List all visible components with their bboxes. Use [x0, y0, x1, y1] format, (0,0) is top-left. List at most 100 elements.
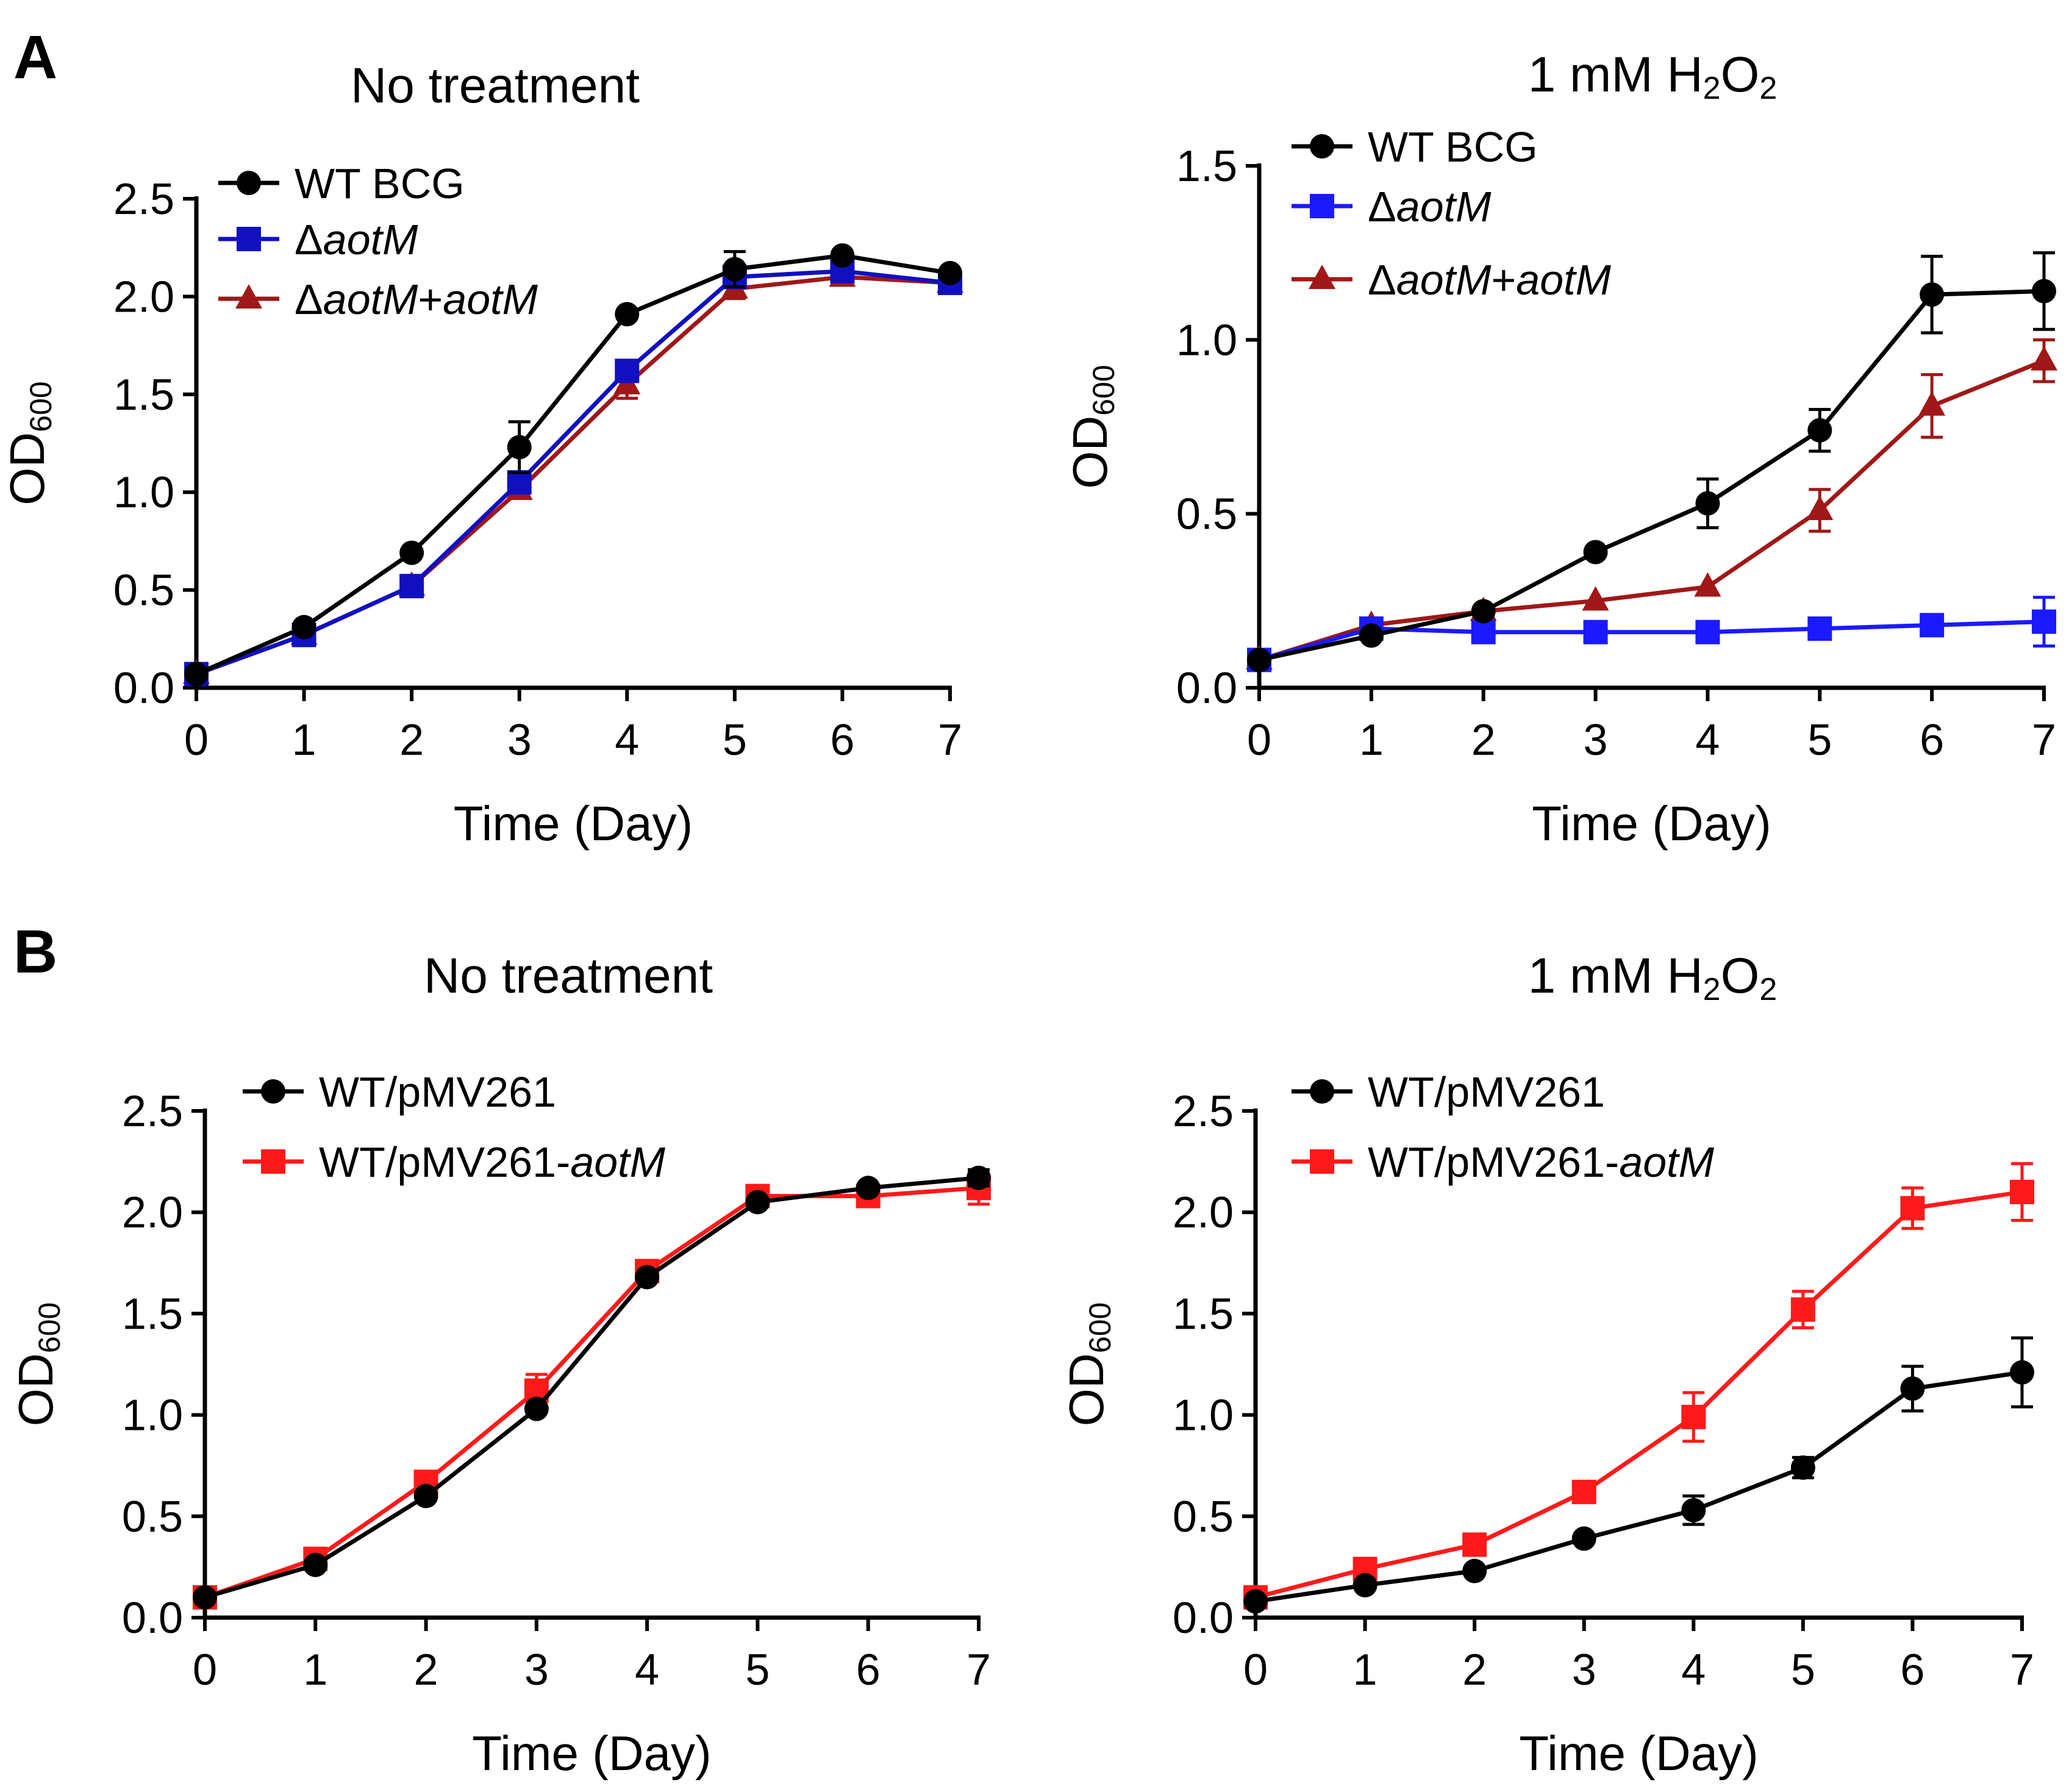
legend-entry-2: WT/pMV261-aotM	[243, 1138, 666, 1186]
legend-marker	[1310, 194, 1334, 218]
data-point	[615, 359, 640, 384]
x-tick-label: 4	[635, 1646, 659, 1694]
y-tick-label: 0.5	[1176, 490, 1237, 539]
data-point	[1918, 391, 1946, 416]
x-tick-label: 3	[524, 1646, 549, 1694]
data-point	[1247, 648, 1271, 673]
legend-entry-2: WT/pMV261-aotM	[1292, 1138, 1715, 1186]
y-tick-label: 0.0	[1176, 664, 1237, 713]
x-axis-label: Time (Day)	[1532, 796, 1771, 851]
legend-marker	[237, 171, 261, 195]
y-tick-label: 1.0	[1176, 316, 1237, 365]
series-2	[1247, 596, 2056, 673]
data-point	[1695, 619, 1720, 644]
chart-3: No treatment 0.0 0.5 1.0 1.5 2.0 2.5 0 1 2 3 4 5 6 7 Ti…	[9, 948, 991, 1780]
chart-4: 1 mM H2O2 0.0 0.5 1.0 1.5 2.0 2.5 0 1 2 3 4 5 6 7 Time …	[1059, 948, 2034, 1780]
x-tick-label: 7	[2032, 716, 2056, 765]
data-point	[2031, 346, 2057, 371]
y-tick-label: 0.0	[113, 664, 174, 713]
data-point	[856, 1176, 881, 1201]
data-point	[193, 1585, 217, 1610]
legend-marker	[1310, 134, 1334, 159]
y-tick-label: 2.5	[122, 1087, 183, 1136]
data-point	[399, 574, 424, 599]
y-axis-label: OD600	[1063, 365, 1121, 488]
y-tick-label: 0.0	[122, 1594, 183, 1643]
x-axis-label: Time (Day)	[1519, 1726, 1759, 1780]
data-point	[2032, 609, 2056, 634]
y-tick-label: 1.5	[1176, 142, 1237, 191]
data-point	[745, 1190, 770, 1215]
y-tick-label: 1.0	[113, 468, 174, 517]
data-point	[1920, 282, 1945, 307]
x-tick-label: 1	[303, 1646, 327, 1694]
x-axis-label: Time (Day)	[454, 796, 693, 851]
x-tick-label: 5	[745, 1646, 770, 1694]
data-point	[291, 615, 316, 640]
data-point	[524, 1396, 549, 1421]
x-tick-label: 0	[184, 716, 209, 765]
x-tick-label: 2	[1471, 716, 1496, 765]
data-point	[399, 540, 424, 565]
data-point	[1920, 613, 1945, 638]
legend-label: WT BCG	[1368, 123, 1538, 171]
y-tick-label: 2.0	[1173, 1188, 1234, 1237]
x-tick-label: 3	[507, 716, 532, 765]
x-tick-label: 6	[856, 1646, 881, 1694]
series-1	[1243, 1336, 2034, 1614]
x-tick-label: 5	[1791, 1646, 1815, 1694]
x-tick-label: 5	[1807, 716, 1832, 765]
data-point	[2010, 1360, 2034, 1385]
x-tick-label: 7	[938, 716, 962, 765]
data-point	[2032, 279, 2056, 304]
data-point	[1243, 1589, 1268, 1614]
data-point	[722, 257, 747, 282]
data-point	[1790, 1297, 1815, 1322]
legend-label: WT/pMV261	[319, 1068, 556, 1116]
series-line	[195, 274, 951, 676]
legend-label: WT BCG	[295, 160, 465, 207]
data-point	[830, 243, 855, 268]
data-point	[184, 662, 209, 687]
data-point	[1583, 619, 1608, 644]
chart-title: No treatment	[351, 58, 640, 113]
data-point	[1571, 1526, 1596, 1551]
series-2	[193, 1170, 991, 1610]
x-tick-label: 0	[193, 1646, 217, 1694]
series-1	[184, 243, 962, 687]
chart-title: 1 mM H2O2	[1528, 948, 1778, 1007]
data-point	[1583, 540, 1608, 565]
x-tick-label: 7	[2010, 1646, 2034, 1694]
data-point	[1695, 491, 1720, 516]
data-point	[1359, 623, 1384, 648]
charts: No treatment 0.0 0.5 1.0 1.5 2.0 2.5 0 1 2 3 4 5 6 7 Ti…	[0, 47, 2057, 1780]
y-tick-label: 0.5	[122, 1493, 183, 1541]
legend-label: ΔaotM	[295, 216, 418, 263]
x-tick-label: 5	[723, 716, 747, 765]
x-axis-label: Time (Day)	[472, 1726, 712, 1780]
panel-letter-a: A	[13, 23, 57, 91]
legend-label: ΔaotM+aotM	[295, 276, 538, 323]
data-point	[1353, 1572, 1378, 1597]
data-point	[1571, 1479, 1596, 1504]
data-point	[615, 302, 640, 327]
data-point	[507, 470, 532, 495]
y-tick-label: 2.0	[113, 273, 174, 321]
data-point	[303, 1552, 328, 1577]
data-point	[1681, 1404, 1706, 1429]
series-line	[195, 253, 951, 676]
data-point	[413, 1483, 438, 1508]
chart-1: No treatment 0.0 0.5 1.0 1.5 2.0 2.5 0 1 2 3 4 5 6 7 Ti…	[0, 58, 963, 851]
x-tick-label: 6	[830, 716, 854, 765]
y-tick-label: 2.0	[122, 1188, 183, 1237]
data-point	[1471, 619, 1496, 644]
data-point	[1681, 1497, 1706, 1522]
data-point	[938, 260, 962, 285]
legend-entry-2: ΔaotM	[1292, 183, 1492, 230]
x-tick-label: 2	[1462, 1646, 1487, 1694]
x-tick-label: 4	[1695, 716, 1720, 765]
y-tick-label: 2.5	[113, 175, 174, 224]
data-point	[967, 1165, 991, 1190]
legend-marker	[261, 1079, 285, 1104]
